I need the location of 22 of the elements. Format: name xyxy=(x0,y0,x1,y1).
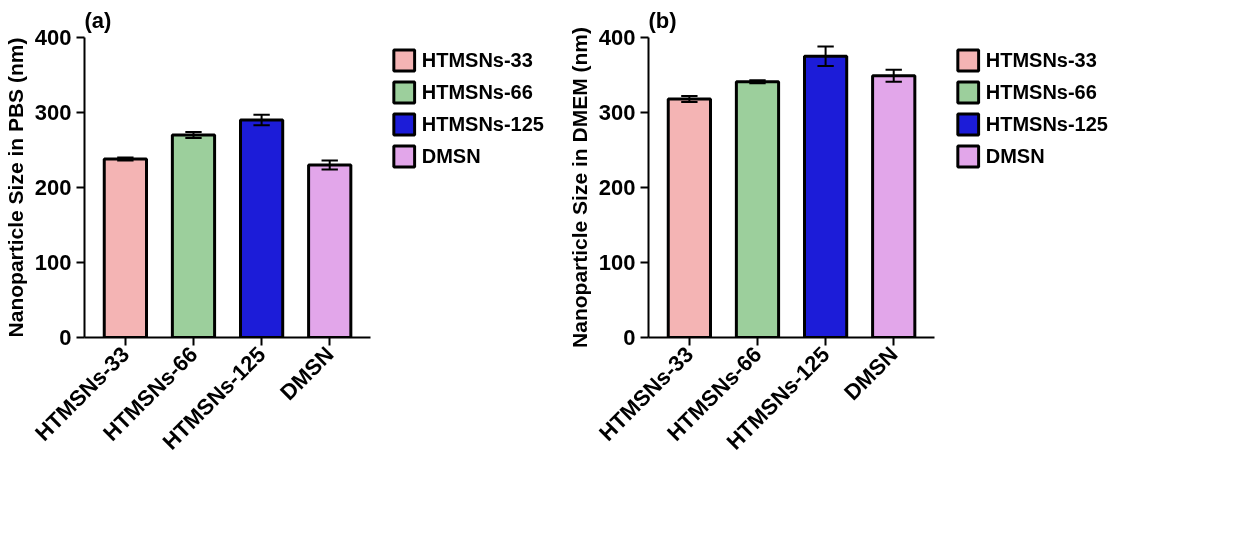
y-tick-label: 0 xyxy=(59,325,72,350)
legend-label: HTMSNs-66 xyxy=(985,80,1097,104)
y-tick-label: 0 xyxy=(623,325,636,350)
y-tick-label: 100 xyxy=(34,250,72,275)
y-tick-label: 200 xyxy=(34,175,72,200)
chart-title: (a) xyxy=(84,7,112,33)
y-axis-title: Nanoparticle Size in PBS (nm) xyxy=(3,37,27,338)
legend-label: HTMSNs-66 xyxy=(421,80,533,104)
y-tick-label: 200 xyxy=(598,175,636,200)
legend-label: HTMSNs-33 xyxy=(421,48,533,72)
legend-label: HTMSNs-125 xyxy=(985,112,1108,136)
y-tick-label: 400 xyxy=(598,25,636,50)
legend-label: DMSN xyxy=(421,144,481,168)
chart-title: (b) xyxy=(648,7,677,33)
y-tick-label: 100 xyxy=(598,250,636,275)
legend-label: DMSN xyxy=(985,144,1045,168)
y-tick-label: 300 xyxy=(34,100,72,125)
legend-label: HTMSNs-33 xyxy=(985,48,1097,72)
y-tick-label: 300 xyxy=(598,100,636,125)
y-axis-title: Nanoparticle Size in DMEM (nm) xyxy=(567,27,591,348)
legend-label: HTMSNs-125 xyxy=(421,112,544,136)
y-tick-label: 400 xyxy=(34,25,72,50)
